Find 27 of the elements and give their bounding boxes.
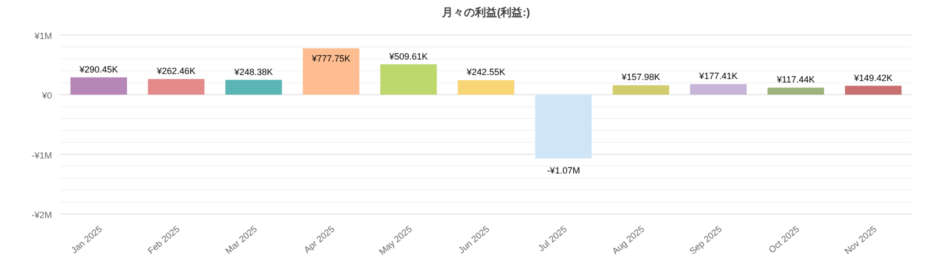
bar — [768, 88, 824, 95]
data-label: ¥149.42K — [853, 72, 893, 83]
y-tick-label: -¥2M — [31, 210, 52, 220]
chart-title: 月々の利益(利益:) — [441, 6, 530, 19]
data-label: ¥290.45K — [78, 64, 118, 74]
bar — [458, 80, 514, 95]
data-label: ¥242.55K — [466, 67, 506, 78]
data-label: ¥177.41K — [698, 71, 738, 82]
y-tick-label: ¥1M — [33, 31, 52, 41]
data-label: ¥157.98K — [620, 72, 660, 82]
bar — [690, 84, 747, 95]
bar — [225, 80, 282, 95]
data-label: -¥1.07M — [546, 166, 580, 176]
bar — [380, 64, 437, 95]
bar — [535, 94, 592, 159]
y-tick-label: -¥1M — [31, 150, 52, 160]
bar — [148, 79, 204, 95]
data-label: ¥509.61K — [388, 51, 428, 62]
bar — [70, 77, 127, 95]
data-label: ¥248.38K — [233, 66, 273, 77]
bar — [612, 85, 670, 95]
data-label: ¥777.75K — [310, 53, 350, 64]
data-label: ¥117.44K — [776, 74, 815, 85]
bar — [845, 86, 902, 95]
y-tick-label: ¥0 — [40, 90, 52, 101]
bar — [302, 48, 360, 95]
data-label: ¥262.46K — [156, 66, 196, 76]
